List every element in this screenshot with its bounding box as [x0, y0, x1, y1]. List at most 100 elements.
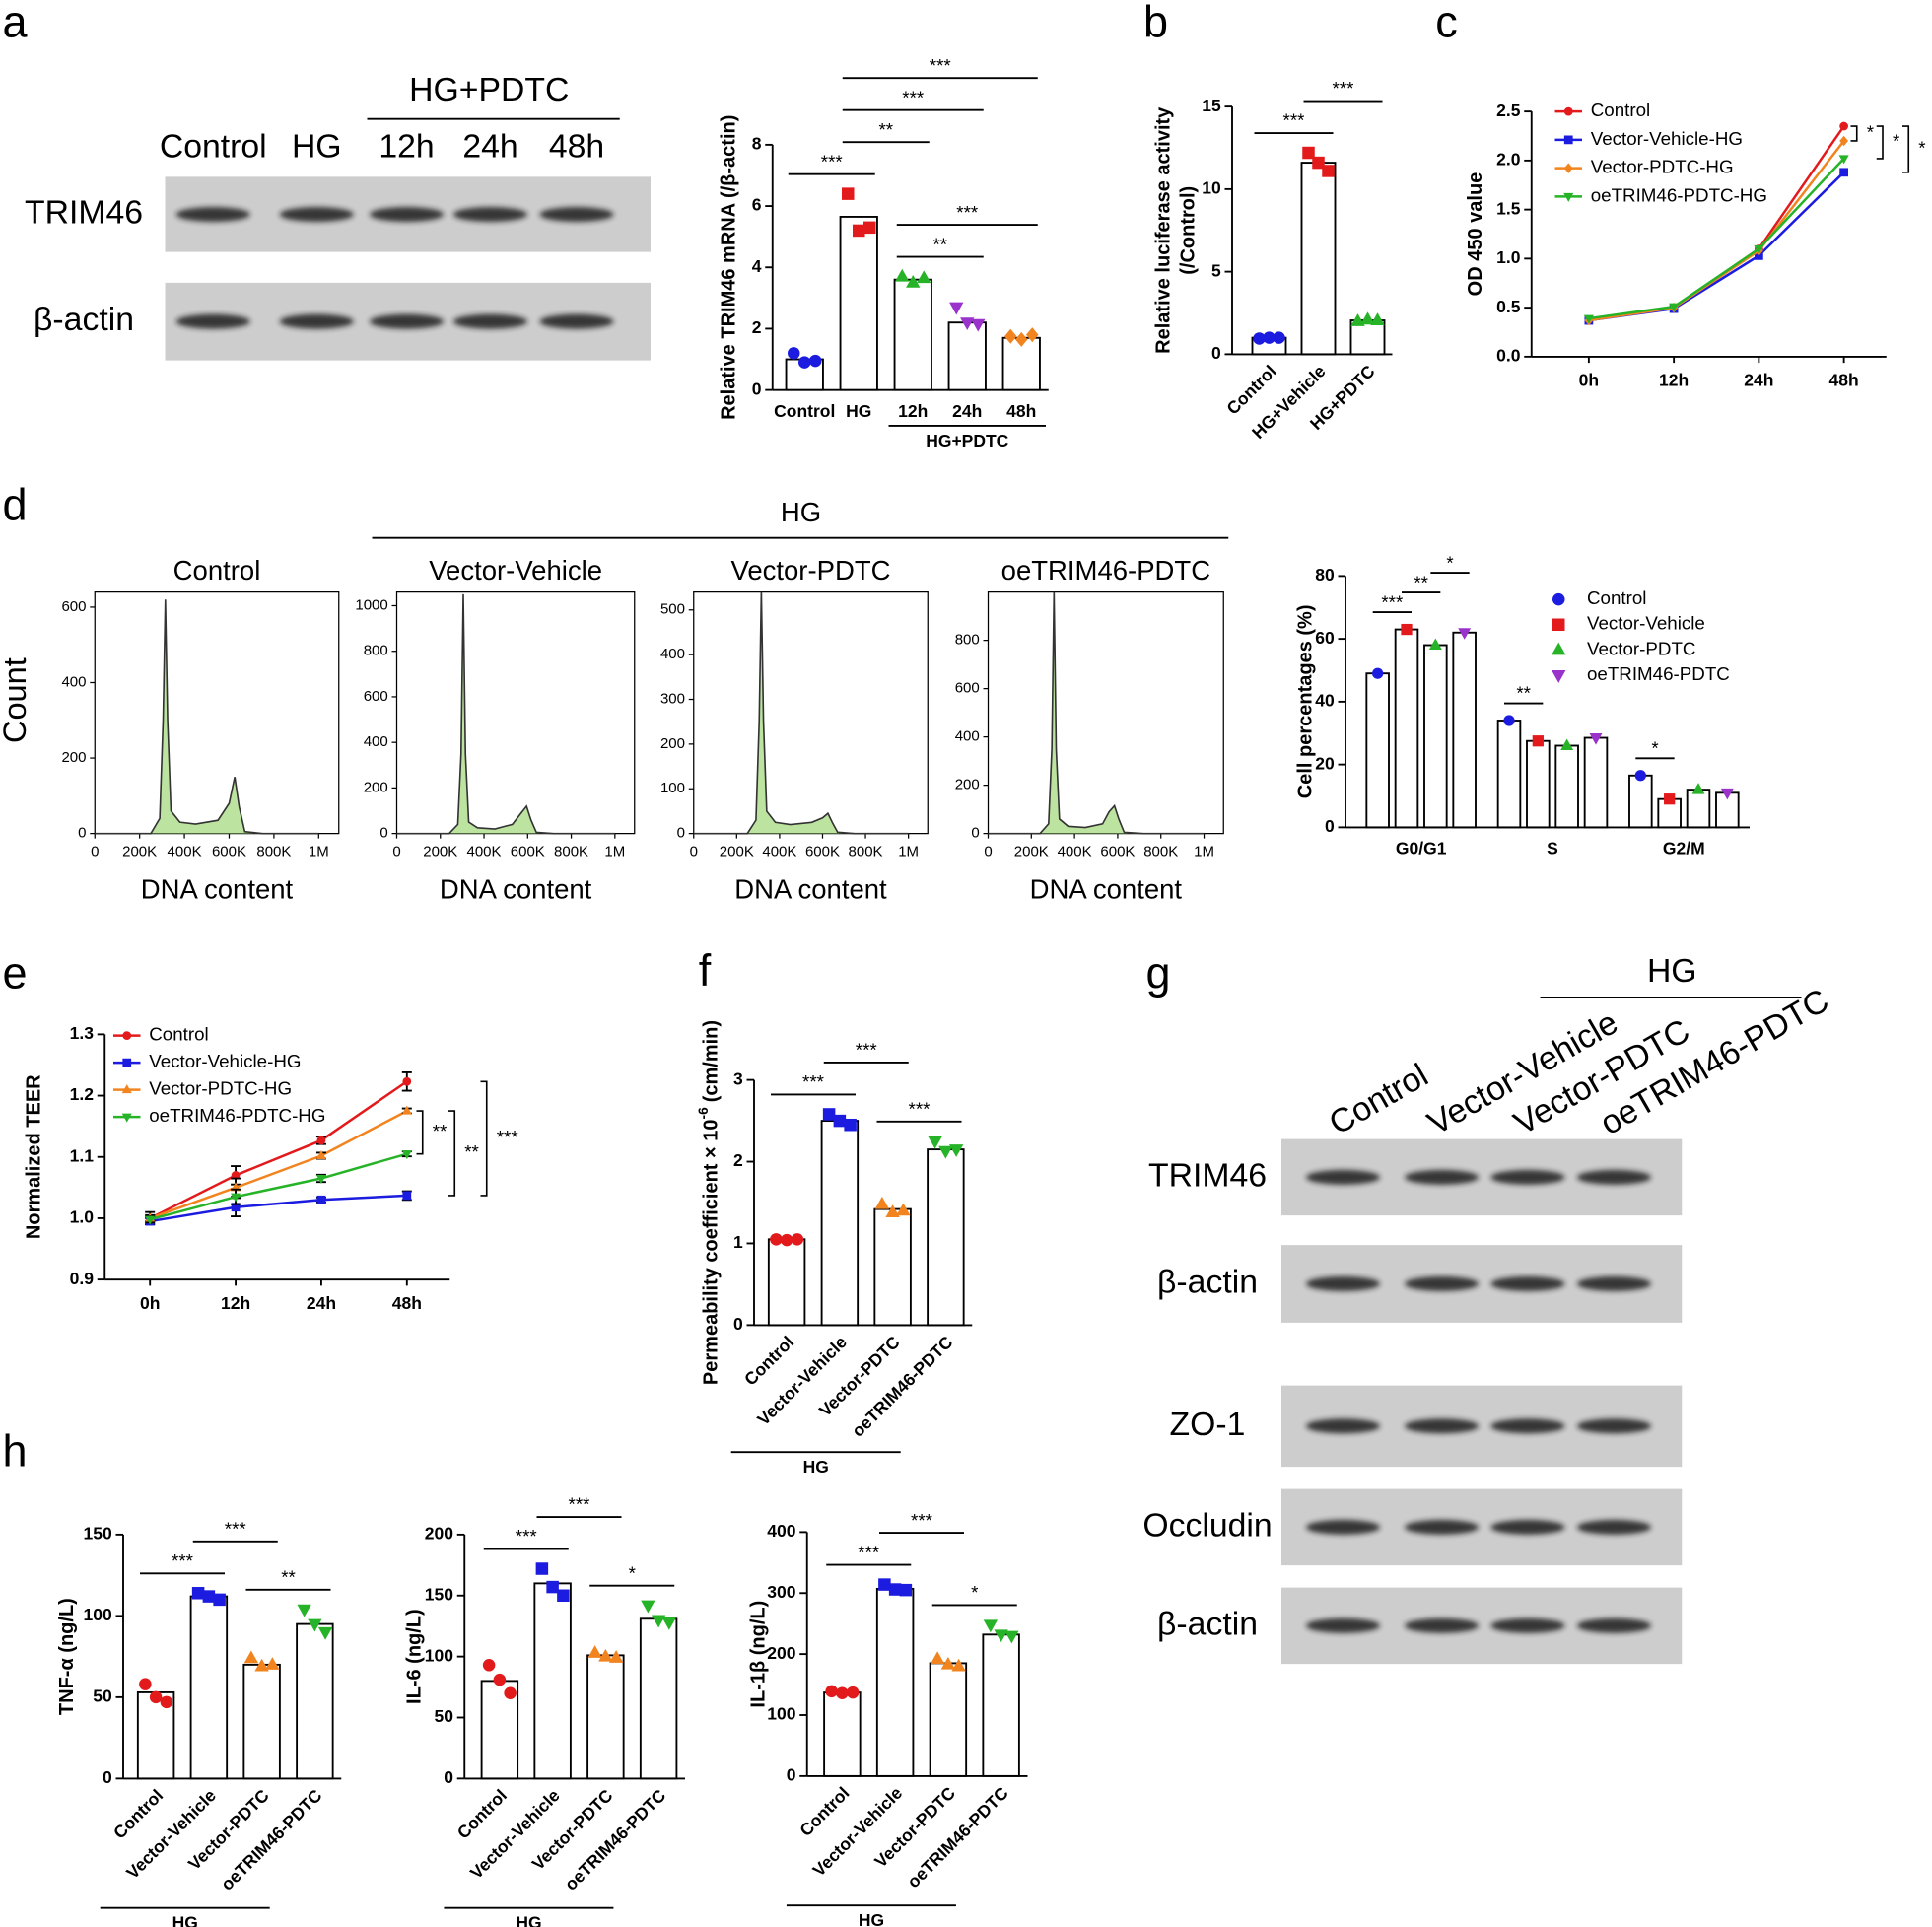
row-label: TRIM46 [1148, 1156, 1267, 1194]
significance-label: ** [1516, 683, 1531, 704]
x-tick-label: 600K [511, 843, 545, 860]
significance-label: *** [1333, 78, 1354, 99]
significance-bracket [416, 1110, 424, 1155]
marker [930, 1651, 945, 1665]
y-axis-label-text: Permeability coefficient × 10 [701, 1120, 723, 1386]
blot-band [1306, 1617, 1380, 1633]
y-tick-label: 0 [787, 1765, 796, 1785]
marker [608, 1650, 624, 1663]
marker [798, 356, 811, 369]
legend-marker [1552, 618, 1565, 631]
bar [927, 1148, 965, 1327]
significance-bracket [1876, 125, 1884, 160]
bar [893, 278, 932, 391]
group-label: HG+PDTC [926, 431, 1008, 450]
marker [504, 1686, 517, 1699]
y-tick-label: 600 [61, 598, 86, 615]
y-tick-label: 100 [425, 1645, 453, 1665]
y-axis-label: (/Control) [1178, 186, 1200, 275]
y-tick-label: 400 [767, 1521, 795, 1541]
marker [1634, 770, 1646, 782]
marker [1004, 328, 1017, 344]
marker [878, 1578, 891, 1591]
panel-letter: h [3, 1426, 28, 1477]
x-tick-label: 600K [212, 843, 246, 860]
marker [842, 187, 855, 200]
y-axis-label: Cell percentages (%) [1294, 605, 1316, 799]
bar [1526, 739, 1551, 829]
y-tick-label: 0 [677, 825, 685, 842]
x-tick-label: 24h [307, 1293, 336, 1313]
row-label: ZO-1 [1170, 1406, 1246, 1443]
y-tick-label: 100 [660, 780, 685, 796]
marker [896, 1203, 911, 1216]
legend-label: Control [1587, 587, 1646, 608]
marker [316, 1195, 326, 1204]
blot-band [1490, 1169, 1565, 1185]
marker [493, 1673, 507, 1686]
significance-label: *** [956, 202, 978, 223]
x-axis-label: DNA content [734, 874, 887, 905]
blot-band [1405, 1519, 1479, 1535]
y-tick-label: 0 [1211, 343, 1221, 363]
y-tick-label: 0 [971, 825, 979, 842]
legend-marker [122, 1031, 132, 1040]
y-tick-label: 2.0 [1496, 150, 1521, 170]
marker [1322, 165, 1335, 177]
significance-label: *** [856, 1040, 877, 1061]
y-tick-label: 1000 [355, 596, 387, 613]
blot-band [1405, 1617, 1479, 1633]
marker [788, 347, 800, 360]
y-tick-label: 4 [752, 256, 762, 276]
marker [231, 1193, 242, 1203]
blot-band [279, 313, 354, 329]
row-label: β-actin [1157, 1605, 1258, 1642]
marker [139, 1678, 152, 1690]
bar [767, 1238, 806, 1327]
y-tick-label: 200 [767, 1643, 795, 1663]
x-tick-label: 0 [984, 843, 992, 860]
marker [1838, 155, 1849, 165]
marker [951, 1658, 966, 1672]
marker [809, 354, 822, 368]
y-tick-label: 0 [733, 1314, 743, 1334]
panel-letter: c [1435, 0, 1458, 47]
legend-label: Control [1591, 100, 1650, 120]
y-tick-label: 2 [752, 317, 762, 337]
blot-band [1405, 1276, 1479, 1291]
marker [641, 1600, 656, 1614]
y-tick-label: 100 [84, 1605, 112, 1624]
marker [651, 1615, 666, 1628]
marker [938, 1145, 953, 1159]
y-tick-label: 150 [84, 1524, 112, 1544]
marker [316, 1136, 326, 1145]
y-tick-label: 1.5 [1496, 198, 1521, 218]
group-label: HG [516, 1913, 541, 1927]
blot-band [175, 313, 250, 329]
bar [1496, 720, 1522, 829]
legend-marker [1563, 135, 1573, 145]
y-tick-label: 2.5 [1496, 101, 1521, 120]
x-tick-label: 1M [604, 843, 625, 860]
blot-band [370, 313, 444, 329]
blot-band [1405, 1418, 1479, 1434]
marker [315, 1150, 326, 1160]
bar [929, 1662, 968, 1777]
significance-label: * [1446, 552, 1453, 573]
y-tick-label: 3 [733, 1068, 743, 1088]
lane-label: 12h [379, 128, 434, 166]
row-label: Occludin [1142, 1506, 1272, 1544]
y-tick-label: 600 [955, 680, 980, 697]
x-tick-label: 0h [1579, 371, 1599, 390]
group-label: HG+PDTC [409, 71, 569, 108]
panel-letter: a [3, 0, 29, 47]
marker [402, 1076, 412, 1086]
y-axis-label-unit: (cm/min) [701, 1020, 723, 1102]
significance-label: *** [569, 1494, 590, 1515]
marker [535, 1562, 549, 1575]
y-tick-label: 0 [380, 825, 387, 842]
bar [1365, 672, 1390, 829]
legend-marker [121, 1084, 132, 1094]
marker [971, 318, 986, 332]
